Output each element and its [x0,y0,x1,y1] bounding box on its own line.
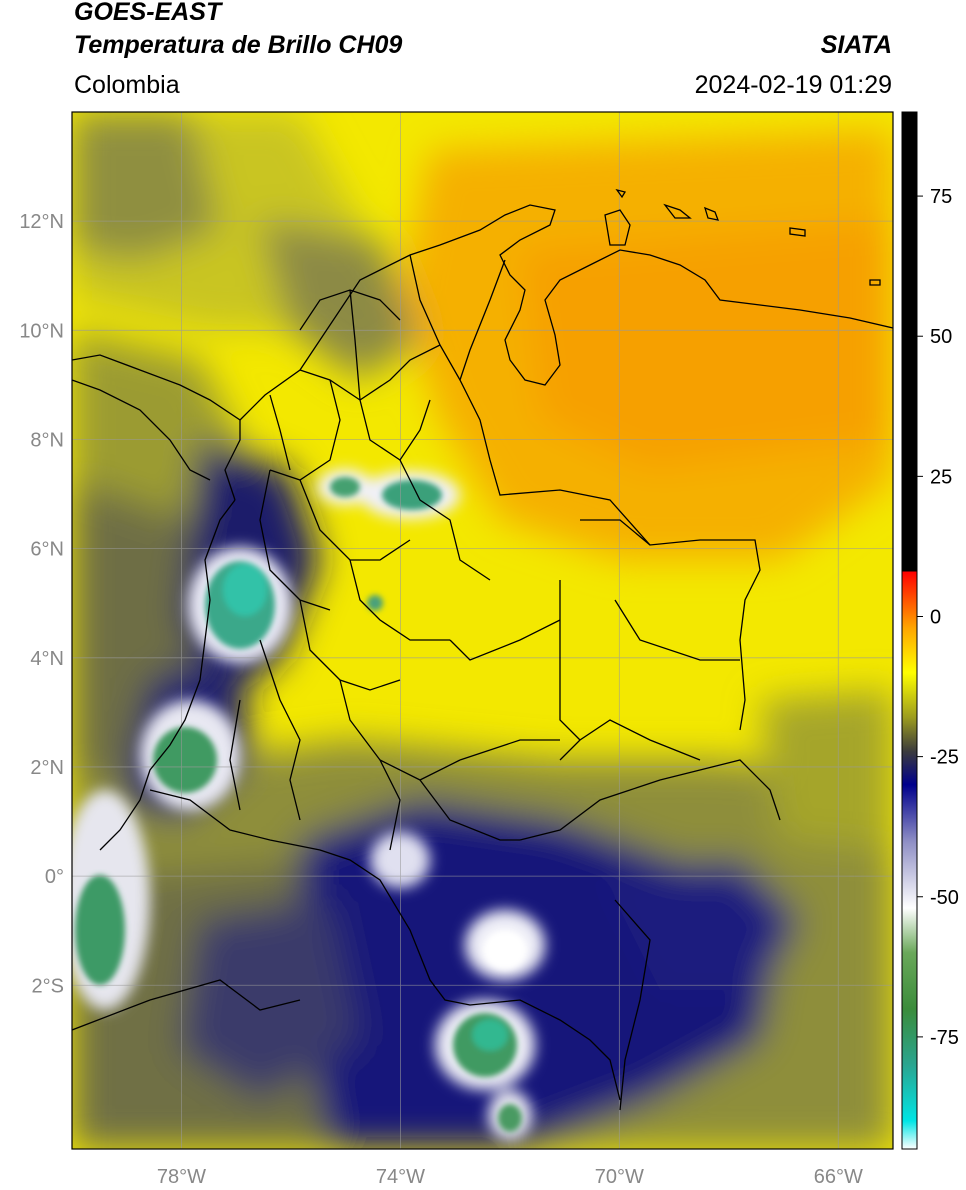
longitude-tick-labels: 78°W 74°W 70°W 66°W [157,1166,863,1188]
colorbar-tick-label: 75 [930,186,952,208]
lat-tick-label: 8°N [30,429,64,451]
colorbar: 75 50 25 0 -25 -50 -75 [901,111,959,1150]
brightness-temperature-map [72,112,893,1149]
datetime-label: 2024-02-19 01:29 [694,71,892,99]
lat-tick-label: 10°N [19,320,64,342]
colorbar-tick-label: -25 [930,747,959,769]
product-title: Temperatura de Brillo CH09 [74,31,403,59]
colorbar-tick-label: 25 [930,466,952,488]
colorbar-tick-label: -50 [930,887,959,909]
lat-tick-label: 0° [45,866,64,888]
lat-tick-label: 2°N [30,757,64,779]
cold-cloud-tops [75,477,527,1132]
lat-tick-label: 2°S [32,975,64,997]
lon-tick-label: 70°W [595,1166,644,1188]
lon-tick-label: 66°W [814,1166,863,1188]
colorbar-gradient [901,111,918,1150]
lat-tick-label: 12°N [19,211,64,233]
lon-tick-label: 78°W [157,1166,206,1188]
map-frame [71,111,894,1150]
colorbar-tick-label: -75 [930,1027,959,1049]
colorbar-ticks: 75 50 25 0 -25 -50 -75 [917,186,959,1049]
lat-tick-label: 6°N [30,539,64,561]
country-borders [72,188,893,1111]
satellite-title: GOES-EAST [74,0,222,26]
lat-tick-label: 4°N [30,648,64,670]
colorbar-tick-label: 50 [930,326,952,348]
latitude-tick-labels: 12°N 10°N 8°N 6°N 4°N 2°N 0° 2°S [19,211,64,997]
agency-label: SIATA [820,31,892,59]
colorbar-tick-label: 0 [930,606,941,628]
lon-tick-label: 74°W [376,1166,425,1188]
region-label: Colombia [74,71,180,99]
